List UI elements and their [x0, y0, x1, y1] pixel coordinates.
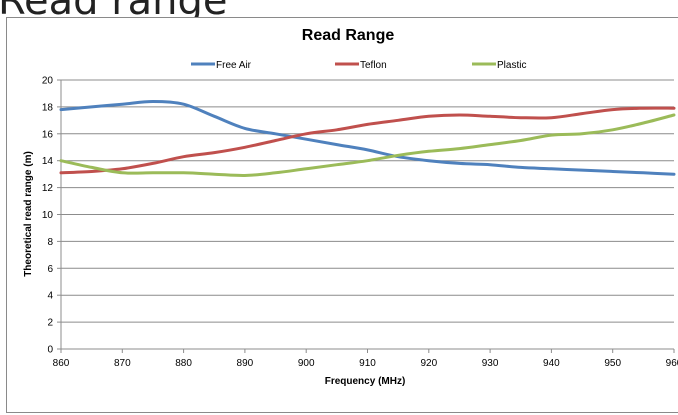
legend: Free Air Teflon Plastic — [191, 60, 526, 71]
x-tick-label: 870 — [114, 358, 131, 369]
grid-lines — [57, 79, 675, 353]
axes — [60, 80, 674, 350]
legend-label-teflon: Teflon — [360, 60, 387, 71]
x-axis-title: Frequency (MHz) — [325, 376, 406, 387]
y-tick-label: 4 — [47, 291, 53, 302]
series-line-plastic — [59, 113, 676, 178]
x-tick-labels: 860 870 880 890 900 910 920 930 940 950 960 — [53, 358, 678, 369]
x-tick-label: 940 — [543, 358, 560, 369]
x-tick-label: 860 — [53, 358, 70, 369]
chart-title: Read Range — [302, 27, 395, 44]
x-tick-label: 960 — [666, 358, 678, 369]
y-tick-labels: 0 2 4 6 8 10 12 14 16 18 20 — [42, 76, 54, 356]
legend-label-free-air: Free Air — [216, 60, 252, 71]
series-line-free-air — [59, 100, 676, 176]
x-tick-label: 890 — [237, 358, 254, 369]
x-tick-label: 930 — [482, 358, 499, 369]
y-tick-label: 10 — [42, 210, 54, 221]
x-tick-label: 950 — [604, 358, 621, 369]
series-line-teflon — [59, 106, 676, 175]
y-tick-label: 0 — [47, 345, 53, 356]
y-tick-label: 6 — [47, 264, 53, 275]
y-tick-label: 18 — [42, 102, 54, 113]
x-tick-label: 880 — [175, 358, 192, 369]
y-tick-label: 16 — [42, 129, 54, 140]
y-tick-label: 14 — [42, 156, 54, 167]
y-tick-label: 20 — [42, 76, 54, 87]
x-tick-label: 910 — [359, 358, 376, 369]
y-tick-label: 8 — [47, 237, 53, 248]
legend-label-plastic: Plastic — [497, 60, 526, 71]
y-tick-label: 12 — [42, 183, 54, 194]
x-tick-label: 900 — [298, 358, 315, 369]
series-lines — [59, 100, 676, 178]
y-tick-label: 2 — [47, 318, 53, 329]
x-tick-label: 920 — [420, 358, 437, 369]
y-axis-title: Theoretical read range (m) — [23, 151, 34, 277]
